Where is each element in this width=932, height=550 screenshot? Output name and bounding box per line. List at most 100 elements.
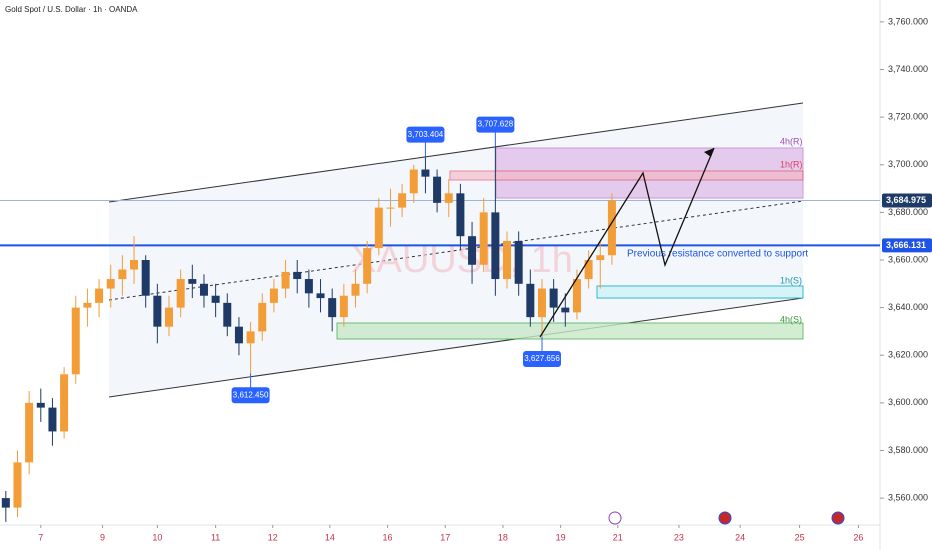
candle-body [491, 212, 500, 280]
candle-body [433, 176, 442, 203]
candle-body [95, 288, 104, 303]
candle-body [351, 283, 360, 296]
candle-body [421, 169, 430, 177]
candle-body [118, 269, 127, 280]
candle-body [607, 200, 616, 256]
y-tick-label: 3,700.000 [888, 159, 928, 169]
candle-body [25, 402, 34, 463]
candle-body [153, 295, 162, 327]
candle-body [409, 169, 418, 194]
zone-1h-s [596, 285, 804, 299]
candle-body [130, 260, 139, 270]
x-tick-label: 18 [498, 532, 508, 542]
candle-body [141, 260, 150, 296]
y-tick-label: 3,600.000 [888, 397, 928, 407]
candle-body [456, 193, 465, 237]
callout-label: 3,627.656 [524, 354, 560, 363]
event-icon[interactable] [831, 511, 845, 525]
candle-body [211, 295, 220, 303]
candle-body [503, 240, 512, 280]
y-tick-label: 3,740.000 [888, 64, 928, 74]
candle-body [223, 302, 232, 327]
zone-label: 1h(R) [780, 159, 803, 169]
x-tick-label: 17 [440, 532, 450, 542]
candle-body [188, 279, 197, 284]
zone-label: 4h(R) [780, 136, 803, 146]
x-tick-label: 9 [100, 532, 105, 542]
callout-label: 3,612.450 [233, 390, 269, 399]
zone-label: 4h(S) [780, 314, 802, 324]
candle-body [596, 255, 605, 260]
x-tick-label: 24 [735, 532, 745, 542]
candle-body [561, 307, 570, 313]
y-tick-label: 3,720.000 [888, 112, 928, 122]
candle-body [386, 207, 395, 209]
candle-body [83, 302, 92, 308]
candle-body [165, 307, 174, 327]
x-tick-label: 23 [674, 532, 684, 542]
zone-4h-s [336, 322, 804, 340]
candle-body [176, 279, 185, 308]
candle-body [526, 283, 535, 318]
candle-body [316, 293, 325, 299]
projection-arrow [539, 147, 715, 338]
candle-body [106, 279, 115, 289]
candle-body [514, 240, 523, 284]
candle-body [537, 288, 546, 318]
candle-body [398, 193, 407, 208]
x-tick-label: 21 [613, 532, 623, 542]
candle-body [234, 326, 243, 344]
chart-title: Gold Spot / U.S. Dollar · 1h · OANDA [5, 5, 138, 14]
x-tick-label: 16 [383, 532, 393, 542]
candle-body [269, 288, 278, 303]
marks: 3,560.000 3,580.000 3,600.000 3,620.000 3,64… [0, 16, 932, 542]
candle-body [339, 295, 348, 318]
candle-body [293, 271, 302, 280]
candle-body [584, 260, 593, 280]
x-tick-label: 12 [268, 532, 278, 542]
candle-body [48, 407, 57, 432]
event-icon[interactable] [718, 511, 732, 525]
candle-body [374, 207, 383, 249]
y-tick-label: 3,620.000 [888, 350, 928, 360]
x-tick-label: 14 [325, 532, 335, 542]
channel-upper [108, 102, 804, 203]
x-tick-label: 10 [152, 532, 162, 542]
candle-body [549, 288, 558, 308]
price-tag [882, 193, 932, 208]
y-tick-label: 3,660.000 [888, 254, 928, 264]
candle-body [328, 298, 337, 318]
y-tick-label: 3,580.000 [888, 445, 928, 455]
candle-body [444, 193, 453, 203]
callout-label: 3,703.404 [408, 130, 444, 139]
candle-body [304, 279, 313, 294]
candle-body [468, 236, 477, 265]
y-tick-label: 3,680.000 [888, 207, 928, 217]
candle-body [199, 283, 208, 296]
candle-body [479, 212, 488, 265]
channel-mid [108, 200, 804, 301]
note: Previous resistance converted to support [627, 249, 808, 260]
channel-lower [108, 297, 804, 398]
callout-box [476, 116, 515, 133]
candle-body [363, 248, 372, 284]
x-tick-label: 25 [795, 532, 805, 542]
y-tick-label: 3,560.000 [888, 492, 928, 502]
candle-body [572, 279, 581, 313]
candle-body [13, 462, 22, 508]
price-tag [882, 238, 932, 253]
candle-body [60, 374, 69, 432]
arrow-head [704, 148, 714, 157]
candle-body [1, 498, 10, 508]
price-tag-label: 3,684.975 [886, 195, 926, 205]
event-icon[interactable] [608, 511, 622, 525]
x-tick-label: 26 [853, 532, 863, 542]
candle-body [36, 402, 45, 408]
y-tick-label: 3,760.000 [888, 16, 928, 26]
price-tag-label: 3,666.131 [886, 240, 926, 250]
x-tick-label: 19 [556, 532, 566, 542]
x-tick-label: 7 [38, 532, 43, 542]
x-tick-label: 11 [211, 532, 220, 542]
candle-body [71, 307, 80, 375]
